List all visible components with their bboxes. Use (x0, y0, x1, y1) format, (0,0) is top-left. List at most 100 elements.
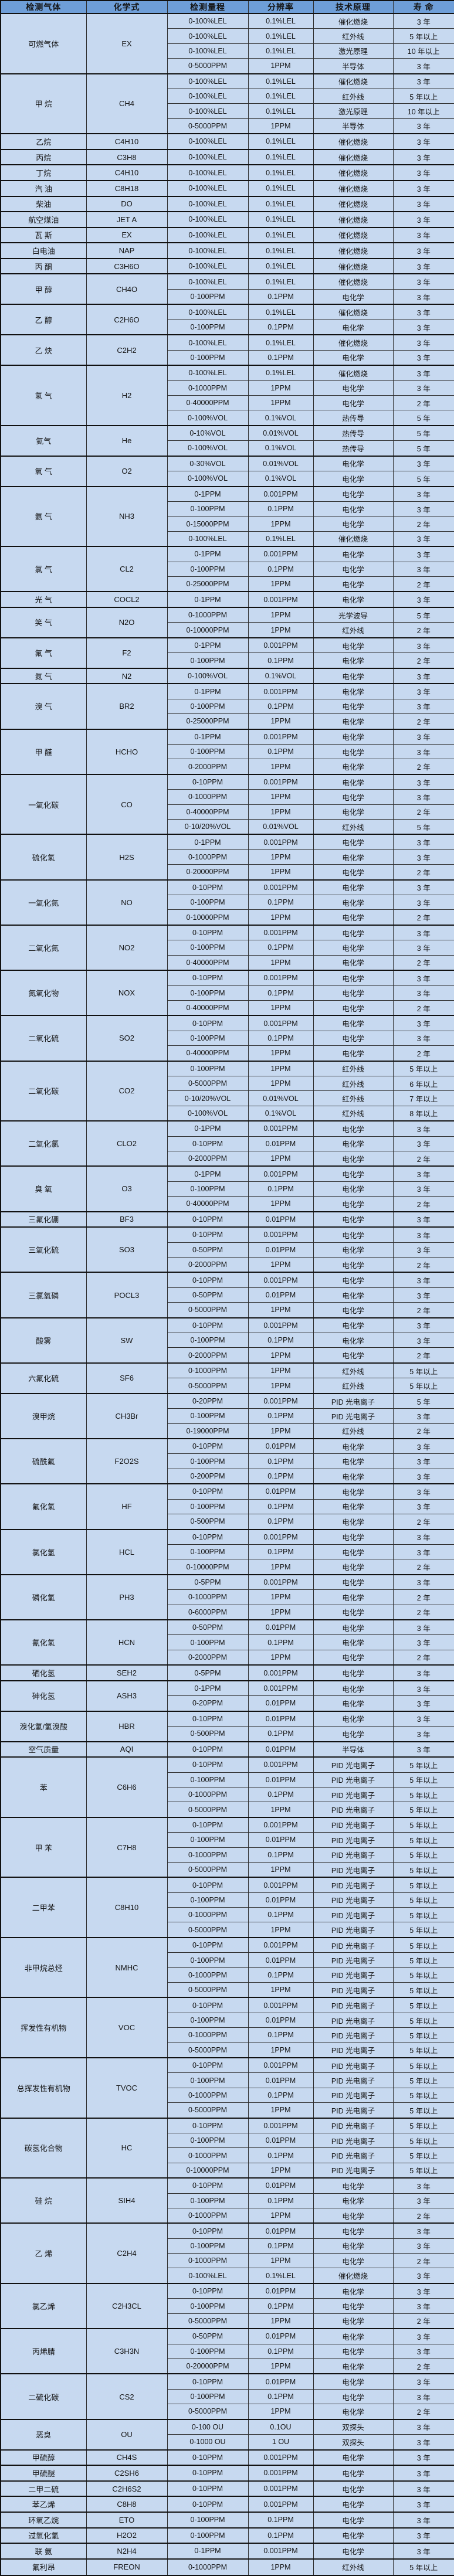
principle-cell: PID 光电离子 (313, 2072, 394, 2088)
formula-cell: CLO2 (86, 1120, 168, 1167)
principle-cell: 电化学 (313, 1453, 394, 1469)
range-cell: 0-10%VOL (167, 424, 249, 441)
resolution-cell: 1PPM (248, 909, 314, 926)
lifespan-cell: 2 年 (392, 864, 454, 881)
principle-cell: 电化学 (313, 895, 394, 910)
table-row: 氦气 He 0-10%VOL 0.01%VOL 热传导 5 年 (0, 424, 454, 457)
range-cell: 0-100PPM (167, 1832, 249, 1848)
lifespan-cell: 3 年 (392, 1619, 454, 1636)
table-row: 硒化氢 SEH2 0-5PPM 0.001PPM 电化学 3 年 (0, 1664, 454, 1681)
lifespan-cell: 2 年 (392, 1559, 454, 1575)
principle-cell: 电化学 (313, 591, 394, 608)
principle-cell: 红外线 (313, 1105, 394, 1122)
table-row: 二氧化氮 NO2 0-10PPM 0.001PPM 电化学 3 年 (0, 924, 454, 971)
resolution-cell: 0.01PPM (248, 1287, 314, 1303)
resolution-cell: 0.001PPM (248, 1574, 314, 1591)
resolution-cell: 1PPM (248, 1649, 314, 1666)
lifespan-cell: 3 年 (392, 164, 454, 181)
table-row: 0-40000PPM 1PPM 电化学 2 年 (1, 395, 454, 411)
principle-cell: 电化学 (313, 1438, 394, 1454)
range-cell: 0-5000PPM (167, 2404, 249, 2420)
principle-cell: 电化学 (313, 2404, 394, 2420)
table-row: 甲 醛 HCHO 0-1PPM 0.001PPM 电化学 3 年 (0, 728, 454, 775)
formula-cell: C8H10 (86, 1877, 168, 1938)
range-cell: 0-100%LEL (167, 73, 249, 90)
principle-cell: 电化学 (313, 1664, 394, 1681)
range-cell: 0-1000PPM (167, 2207, 249, 2224)
range-cell: 0-1000PPM (167, 606, 249, 623)
resolution-cell: 0.1%VOL (248, 410, 314, 426)
formula-cell: NAP (86, 242, 168, 259)
table-row: 二氧化碳 CO2 0-100PPM 1PPM 红外线 5 年以上 (0, 1060, 454, 1122)
principle-cell: 电化学 (313, 485, 394, 502)
range-cell: 0-10PPM (167, 879, 249, 896)
table-row: 0-1000PPM 0.1PPM PID 光电离子 5 年以上 (1, 1786, 454, 1803)
range-cell: 0-100PPM (167, 1892, 249, 1908)
formula-cell: NO (86, 879, 168, 926)
lifespan-cell: 5 年 (392, 471, 454, 487)
principle-cell: 电化学 (313, 1302, 394, 1318)
gas-name-cell: 氮氧化物 (0, 970, 87, 1016)
lifespan-cell: 3 年 (392, 288, 454, 305)
range-cell: 0-5000PPM (167, 1861, 249, 1878)
range-cell: 0-10PPM (167, 2282, 249, 2299)
resolution-cell: 0.1%LEL (248, 211, 314, 228)
principle-cell: 催化燃烧 (313, 242, 394, 259)
range-cell: 0-100PPM (167, 1060, 249, 1077)
principle-cell: 电化学 (313, 698, 394, 715)
formula-cell: VOC (86, 1997, 168, 2058)
formula-cell: C2H6S2 (86, 2480, 168, 2497)
range-cell: 0-100PPM (167, 985, 249, 1001)
range-cell: 0-10PPM (167, 1997, 249, 2013)
range-cell: 0-100%LEL (167, 365, 249, 381)
principle-cell: 电化学 (313, 804, 394, 820)
range-cell: 0-2000PPM (167, 1347, 249, 1364)
principle-cell: 催化燃烧 (313, 164, 394, 181)
range-cell: 0-1000PPM (167, 789, 249, 805)
table-row: 0-1000PPM 1PPM 电化学 3 年 (1, 380, 454, 396)
header-cell: 技术原理 (313, 0, 394, 14)
range-cell: 0-100PPM (167, 895, 249, 910)
range-cell: 0-100PPM (167, 2527, 249, 2544)
lifespan-cell: 3 年 (392, 1710, 454, 1727)
range-cell: 0-10000PPM (167, 1559, 249, 1575)
gas-name-cell: 三氧化硫 (0, 1226, 87, 1273)
lifespan-cell: 5 年以上 (392, 1922, 454, 1938)
range-cell: 0-10/20%VOL (167, 1090, 249, 1106)
formula-cell: C8H8 (86, 2496, 168, 2513)
resolution-cell: 1PPM (248, 759, 314, 775)
table-row: 0-100PPM 0.1PPM 电化学 3 年 (1, 349, 454, 366)
gas-name-cell: 甲 醇 (0, 273, 87, 305)
range-cell: 0-40000PPM (167, 954, 249, 971)
range-cell: 0-10PPM (167, 1816, 249, 1833)
resolution-cell: 0.1PPM (248, 1907, 314, 1923)
range-cell: 0-100PPM (167, 1772, 249, 1787)
table-row: 0-100PPM 0.1PPM 电化学 3 年 (1, 2238, 454, 2254)
table-row: 0-100PPM 0.01PPM PID 光电离子 5 年以上 (1, 2072, 454, 2088)
range-cell: 0-100PPM (167, 1544, 249, 1560)
table-row: 0-10000PPM 1PPM 电化学 2 年 (1, 1559, 454, 1575)
resolution-cell: 0.01PPM (248, 1242, 314, 1258)
table-row: 砷化氢 ASH3 0-1PPM 0.001PPM 电化学 3 年 (0, 1680, 454, 1712)
principle-cell: 激光原理 (313, 43, 394, 59)
principle-cell: 电化学 (313, 970, 394, 986)
range-cell: 0-25000PPM (167, 576, 249, 592)
principle-cell: 电化学 (313, 2388, 394, 2405)
range-cell: 0-40000PPM (167, 804, 249, 820)
table-row: 白电油 NAP 0-100%LEL 0.1%LEL 催化燃烧 3 年 (0, 242, 454, 259)
range-cell: 0-100%VOL (167, 410, 249, 426)
gas-name-cell: 氟利昂 (0, 2558, 87, 2576)
table-row: 磷化氢 PH3 0-5PPM 0.001PPM 电化学 3 年 (0, 1574, 454, 1620)
lifespan-cell: 3 年 (392, 1242, 454, 1258)
resolution-cell: 1PPM (248, 2162, 314, 2179)
principle-cell: PID 光电离子 (313, 1832, 394, 1848)
gas-name-cell: 氮 气 (0, 667, 87, 684)
range-cell: 0-10PPM (167, 2373, 249, 2390)
range-cell: 0-100PPM (167, 698, 249, 715)
resolution-cell: 1PPM (248, 1982, 314, 1998)
resolution-cell: 0.1PPM (248, 1544, 314, 1560)
table-row: 0-2000PPM 1PPM 电化学 2 年 (1, 1150, 454, 1167)
header-row: 检测气体 化学式 检测量程 分辨率 技术原理寿 命 (0, 0, 454, 14)
lifespan-cell: 5 年 (392, 1392, 454, 1409)
resolution-cell: 1PPM (248, 1150, 314, 1167)
